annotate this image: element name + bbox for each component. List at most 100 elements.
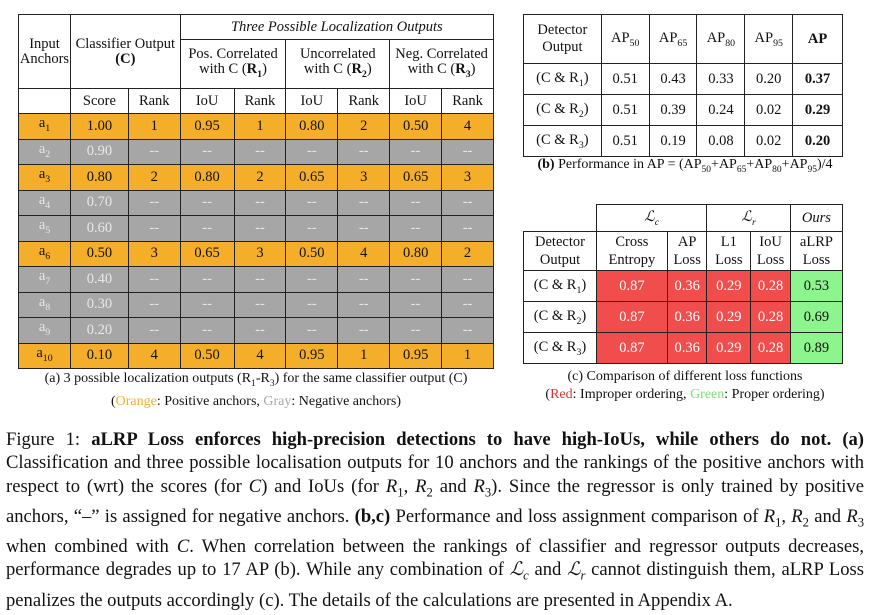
loss-value: 0.36: [666, 270, 708, 302]
ap50-header: AP50: [600, 14, 650, 64]
ap-header: AP: [792, 14, 843, 64]
loss-value: 0.28: [750, 270, 791, 302]
anchor-cell: 4: [127, 342, 181, 369]
anchor-row: a1 1.00 1 0.95 1 0.80 2 0.50 4: [18, 113, 494, 140]
anchor-cell: 3: [441, 164, 494, 191]
caption-a-line2: (Orange: Positive anchors, Gray: Negativ…: [110, 393, 402, 409]
loss-value: 0.53: [789, 270, 844, 302]
anchor-cell: --: [337, 291, 391, 318]
anchor-cell: --: [127, 317, 181, 344]
anchor-cell: --: [441, 189, 494, 216]
anchor-row: a10 0.10 4 0.50 4 0.95 1 0.95 1: [18, 342, 494, 369]
anchor-label: a10: [18, 342, 71, 369]
ap-threshold-value: 0.51: [600, 94, 650, 126]
anchor-cell: --: [285, 138, 339, 165]
anchor-cell: 0.10: [69, 342, 129, 369]
anchor-cell: --: [441, 266, 494, 293]
anchor-label: a4: [18, 189, 71, 216]
anchor-cell: --: [233, 317, 287, 344]
ap65-header: AP65: [648, 14, 698, 64]
caption-a: (a) 3 possible localization outputs (R1-…: [18, 370, 494, 411]
detector-output-label: (C & R1): [523, 63, 602, 95]
loss-value: 0.89: [789, 332, 844, 364]
anchor-cell: 0.30: [69, 291, 129, 318]
anchor-cell: --: [233, 189, 287, 216]
anchor-cell: --: [285, 266, 339, 293]
anchor-cell: 3: [233, 240, 287, 267]
ap-threshold-value: 0.20: [744, 63, 794, 95]
uncorrelated-header: Uncorrelated with C (R2): [285, 39, 391, 89]
loss-value: 0.36: [666, 301, 708, 333]
anchor-cell: --: [179, 317, 235, 344]
anchor-cell: --: [179, 291, 235, 318]
anchor-cell: --: [441, 215, 494, 242]
anchor-cell: --: [389, 215, 443, 242]
anchor-cell: --: [337, 266, 391, 293]
anchor-cell: 4: [233, 342, 287, 369]
anchor-cell: 0.50: [179, 342, 235, 369]
lr-group-header: ℒr: [706, 204, 791, 232]
loss-value: 0.87: [595, 332, 668, 364]
detector-output-label: (C & R3): [523, 332, 597, 364]
anchor-cell: 0.70: [69, 189, 129, 216]
anchor-cell: 0.80: [389, 240, 443, 267]
anchor-cell: --: [127, 138, 181, 165]
neg-correlated-header: Neg. Correlated with C (R3): [389, 39, 494, 89]
anchor-cell: --: [337, 189, 391, 216]
anchor-cell: 0.65: [285, 164, 339, 191]
loss-value: 0.29: [706, 270, 752, 302]
caption-green: Green: [690, 387, 725, 402]
anchor-row: a9 0.20 -- -- -- -- -- -- --: [18, 317, 494, 344]
anchor-cell: --: [127, 266, 181, 293]
anchor-cell: 3: [337, 164, 391, 191]
ap-row: (C & R2) 0.51 0.39 0.24 0.02 0.29: [523, 94, 843, 126]
anchor-cell: --: [233, 291, 287, 318]
anchor-cell: --: [389, 138, 443, 165]
ap-table-body: (C & R1) 0.51 0.43 0.33 0.20 0.37 (C & R2) 0.51…: [523, 63, 843, 157]
anchor-row: a8 0.30 -- -- -- -- -- -- --: [18, 291, 494, 318]
iou-loss-header: IoU Loss: [750, 231, 791, 271]
ap-threshold-value: 0.33: [696, 63, 746, 95]
anchor-cell: --: [285, 215, 339, 242]
caption-c-line2: (Red: Improper ordering, Green: Proper o…: [545, 387, 825, 402]
detector-output-header: Detector Output: [523, 14, 602, 64]
loss-table-body: (C & R1) 0.87 0.36 0.29 0.28 0.53 (C & R2) 0.87…: [523, 270, 844, 364]
anchor-cell: 0.95: [285, 342, 339, 369]
anchor-row: a6 0.50 3 0.65 3 0.50 4 0.80 2: [18, 240, 494, 267]
figure-body: (a) Classification and three possible lo…: [6, 429, 864, 611]
figure-label: Figure 1:: [6, 429, 92, 450]
anchor-cell: 0.50: [389, 113, 443, 140]
anchor-cell: --: [179, 215, 235, 242]
caption-b: (b) Performance in AP = (AP50+AP65+AP80+…: [537, 157, 833, 175]
blank-header: [18, 88, 71, 114]
anchor-cell: 2: [337, 113, 391, 140]
ap95-header: AP95: [744, 14, 794, 64]
loss-value: 0.36: [666, 332, 708, 364]
anchor-cell: --: [337, 215, 391, 242]
l1-loss-header: L1 Loss: [706, 231, 752, 271]
anchor-table-body: a1 1.00 1 0.95 1 0.80 2 0.50 4 a2 0.90 -- -- -- -- -- --…: [18, 113, 494, 369]
alrp-loss-header: aLRP Loss: [789, 231, 844, 271]
ap-value: 0.37: [792, 63, 843, 95]
caption-c: (c) Comparison of different loss functio…: [520, 368, 850, 404]
lc-group-header: ℒc: [595, 204, 708, 232]
anchor-row: a4 0.70 -- -- -- -- -- -- --: [18, 189, 494, 216]
anchor-cell: 2: [127, 164, 181, 191]
cross-entropy-header: Cross Entropy: [595, 231, 668, 271]
anchor-cell: --: [179, 189, 235, 216]
rank-header: Rank: [233, 88, 287, 114]
anchor-label: a7: [18, 266, 71, 293]
ap-row: (C & R1) 0.51 0.43 0.33 0.20 0.37: [523, 63, 843, 95]
ap-table: Detector Output AP50 AP65 AP80 AP95 AP (C…: [523, 14, 843, 157]
anchor-cell: 0.80: [285, 113, 339, 140]
anchor-cell: --: [233, 138, 287, 165]
anchor-cell: 1: [233, 113, 287, 140]
loss-value: 0.29: [706, 332, 752, 364]
iou-header: IoU: [179, 88, 235, 114]
detector-output-label: (C & R3): [523, 125, 602, 157]
ap-threshold-value: 0.08: [696, 125, 746, 157]
loss-table: ℒc ℒr Ours Detector Output Cross Entropy A…: [523, 204, 844, 364]
anchor-cell: --: [285, 317, 339, 344]
ap-threshold-value: 0.02: [744, 125, 794, 157]
ap-threshold-value: 0.43: [648, 63, 698, 95]
